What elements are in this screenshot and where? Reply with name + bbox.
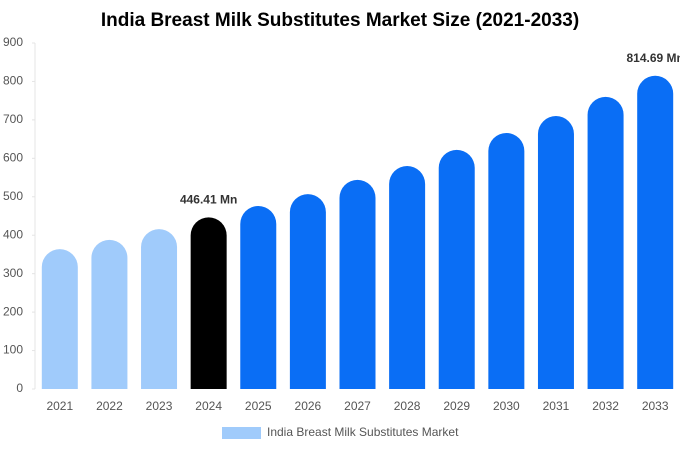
y-tick-label: 800 xyxy=(3,74,23,88)
x-tick-label: 2031 xyxy=(543,399,570,413)
y-tick-label: 400 xyxy=(3,227,23,241)
bar xyxy=(488,132,525,389)
bar xyxy=(637,75,674,389)
x-tick-label: 2028 xyxy=(394,399,421,413)
y-tick-label: 900 xyxy=(3,35,23,49)
bar xyxy=(240,206,277,389)
y-tick-label: 500 xyxy=(3,189,23,203)
x-tick-label: 2024 xyxy=(195,399,222,413)
x-tick-label: 2033 xyxy=(642,399,669,413)
bar xyxy=(438,149,475,389)
value-label: 814.69 Mn xyxy=(627,51,680,65)
x-tick-label: 2032 xyxy=(592,399,619,413)
bar xyxy=(389,166,426,389)
x-tick-label: 2027 xyxy=(344,399,371,413)
chart-title: India Breast Milk Substitutes Market Siz… xyxy=(101,10,579,31)
y-tick-label: 300 xyxy=(3,266,23,280)
y-tick-label: 200 xyxy=(3,304,23,318)
bar xyxy=(141,229,178,389)
x-tick-label: 2025 xyxy=(245,399,272,413)
y-tick-label: 0 xyxy=(16,381,23,395)
x-tick-label: 2023 xyxy=(146,399,173,413)
x-tick-label: 2022 xyxy=(96,399,123,413)
bar xyxy=(537,116,574,390)
bar xyxy=(41,249,78,389)
bar xyxy=(289,194,326,389)
x-tick-label: 2026 xyxy=(295,399,322,413)
y-tick-label: 600 xyxy=(3,151,23,165)
x-tick-label: 2021 xyxy=(46,399,73,413)
value-label: 446.41 Mn xyxy=(180,193,237,207)
legend-label: India Breast Milk Substitutes Market xyxy=(267,425,459,439)
bar xyxy=(91,239,128,389)
bar xyxy=(587,96,624,390)
bar xyxy=(190,217,227,389)
x-tick-label: 2029 xyxy=(443,399,470,413)
x-tick-label: 2030 xyxy=(493,399,520,413)
y-tick-label: 100 xyxy=(3,343,23,357)
y-tick-label: 700 xyxy=(3,112,23,126)
bar xyxy=(339,179,376,389)
legend-swatch xyxy=(222,427,261,439)
